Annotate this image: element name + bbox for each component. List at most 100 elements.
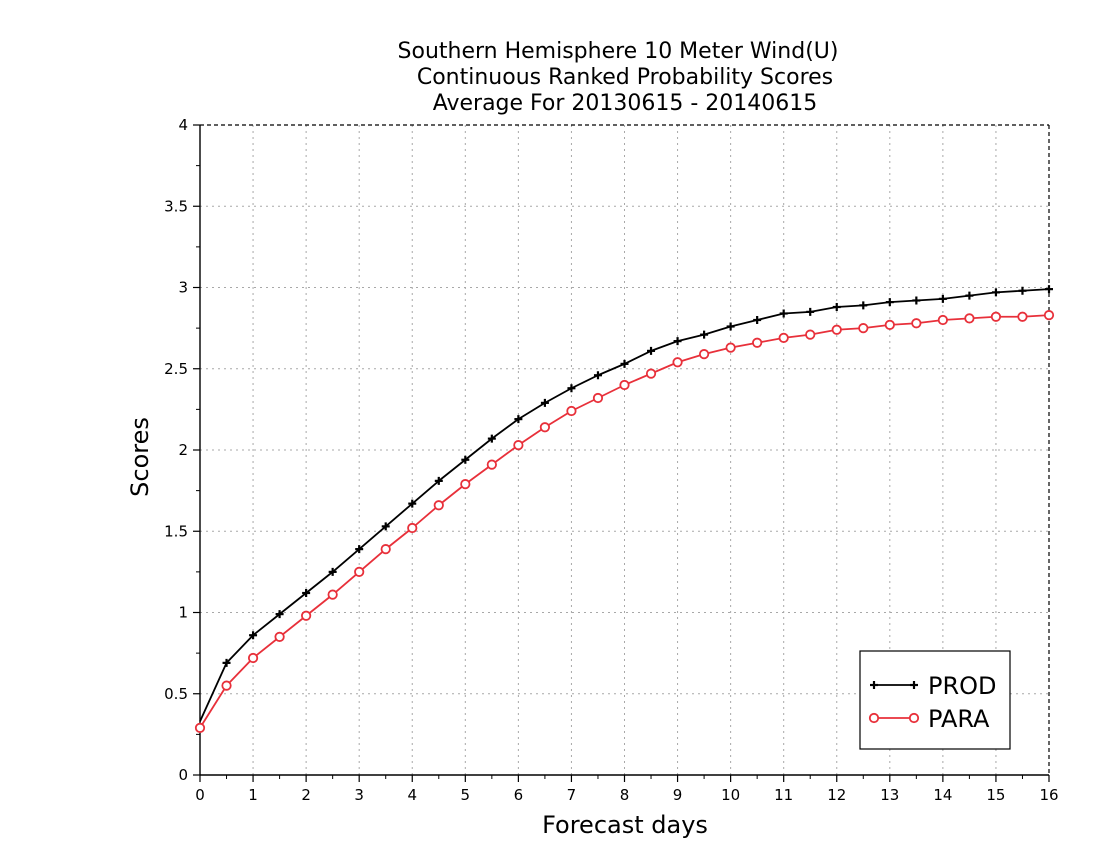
- data-point-para: [354, 566, 365, 577]
- data-point-prod: [700, 330, 709, 339]
- data-point-prod: [408, 499, 417, 508]
- data-point-para: [194, 722, 206, 733]
- data-point-para: [380, 544, 391, 555]
- data-point-para: [221, 680, 232, 691]
- x-tick-label: 5: [461, 786, 471, 804]
- data-point-prod: [965, 291, 974, 300]
- data-point-prod: [514, 415, 523, 424]
- data-point-para: [725, 342, 736, 353]
- data-point-prod: [328, 567, 337, 576]
- data-series: [194, 285, 1055, 733]
- y-tick-label: 3: [178, 279, 188, 297]
- x-tick-label: 6: [514, 786, 524, 804]
- x-axis-title: Forecast days: [542, 811, 708, 839]
- data-point-prod: [593, 371, 602, 380]
- data-point-para: [778, 332, 789, 343]
- data-point-para: [752, 337, 763, 348]
- data-point-prod: [885, 298, 894, 307]
- y-tick-label: 0.5: [164, 685, 188, 703]
- data-point-prod: [726, 322, 735, 331]
- legend: PROD PARA: [859, 650, 1011, 750]
- x-tick-label: 14: [933, 786, 952, 804]
- data-point-prod: [938, 294, 947, 303]
- data-point-prod: [832, 303, 841, 311]
- y-tick-label: 3.5: [164, 197, 188, 215]
- x-tick-label: 8: [620, 786, 630, 804]
- x-tick-label: 13: [880, 786, 899, 804]
- tick-labels: 0 1 2 3 4 5 6 7 8 9 10 11 12 13 14 15 1600.511.522.533.5…: [164, 116, 1058, 804]
- data-point-para: [937, 314, 948, 326]
- legend-label-prod: PROD: [928, 672, 997, 700]
- data-point-para: [513, 440, 524, 451]
- axes: [193, 124, 1050, 782]
- y-tick-label: 4: [178, 116, 188, 134]
- data-point-para: [884, 319, 895, 330]
- data-point-para: [539, 422, 551, 433]
- legend-marker-prod-end: [910, 681, 918, 689]
- data-point-prod: [859, 301, 868, 310]
- data-point-prod: [620, 359, 629, 368]
- legend-label-para: PARA: [928, 705, 990, 733]
- data-point-para: [858, 323, 869, 334]
- legend-marker-para-end: [908, 712, 920, 724]
- data-point-prod: [434, 476, 443, 485]
- x-tick-label: 0: [195, 786, 205, 804]
- chart-title-line-1: Southern Hemisphere 10 Meter Wind(U): [398, 39, 839, 64]
- chart-title-line-3: Average For 20130615 - 20140615: [433, 91, 818, 116]
- data-point-para: [1017, 311, 1028, 322]
- data-point-para: [592, 392, 604, 404]
- x-tick-label: 11: [774, 786, 793, 804]
- data-point-para: [407, 522, 418, 534]
- y-tick-label: 1.5: [164, 522, 188, 540]
- legend-marker-prod-start: [870, 681, 878, 689]
- data-point-prod: [673, 337, 682, 346]
- data-point-para: [672, 357, 683, 368]
- data-point-para: [1043, 310, 1055, 321]
- data-point-para: [645, 368, 657, 379]
- x-tick-label: 16: [1039, 786, 1058, 804]
- data-point-prod: [567, 384, 576, 393]
- y-axis-title: Scores: [126, 417, 154, 497]
- data-point-prod: [487, 434, 496, 443]
- x-tick-label: 9: [673, 786, 683, 804]
- data-point-para: [990, 311, 1002, 322]
- data-point-prod: [991, 288, 1000, 297]
- data-point-prod: [779, 309, 788, 318]
- data-point-prod: [302, 589, 311, 597]
- y-tick-label: 0: [178, 766, 188, 784]
- data-point-para: [460, 479, 471, 490]
- y-tick-label: 2: [178, 441, 188, 459]
- data-point-prod: [381, 522, 390, 531]
- data-point-prod: [912, 296, 921, 305]
- legend-box: [859, 650, 1011, 750]
- x-tick-label: 2: [301, 786, 311, 804]
- data-point-para: [911, 318, 922, 329]
- chart-title: Southern Hemisphere 10 Meter Wind(U) Con…: [398, 39, 839, 116]
- data-point-para: [831, 324, 842, 335]
- data-point-para: [566, 405, 577, 417]
- x-tick-label: 10: [721, 786, 740, 804]
- data-point-para: [698, 349, 710, 360]
- data-point-para: [274, 631, 285, 642]
- x-tick-label: 12: [827, 786, 846, 804]
- data-point-para: [327, 589, 338, 600]
- x-tick-label: 4: [407, 786, 417, 804]
- data-point-prod: [753, 316, 762, 324]
- data-point-para: [805, 329, 816, 340]
- y-tick-label: 2.5: [164, 360, 188, 378]
- data-point-para: [433, 500, 444, 511]
- y-tick-label: 1: [178, 604, 188, 622]
- data-point-prod: [540, 398, 549, 407]
- x-tick-label: 1: [248, 786, 258, 804]
- legend-marker-para-start: [868, 712, 880, 724]
- data-point-para: [619, 379, 630, 391]
- x-tick-label: 7: [567, 786, 577, 804]
- data-point-prod: [1045, 285, 1053, 294]
- data-point-para: [486, 459, 497, 470]
- data-point-prod: [647, 346, 656, 355]
- data-point-prod: [249, 631, 258, 640]
- data-point-prod: [806, 307, 815, 316]
- data-point-para: [247, 652, 259, 664]
